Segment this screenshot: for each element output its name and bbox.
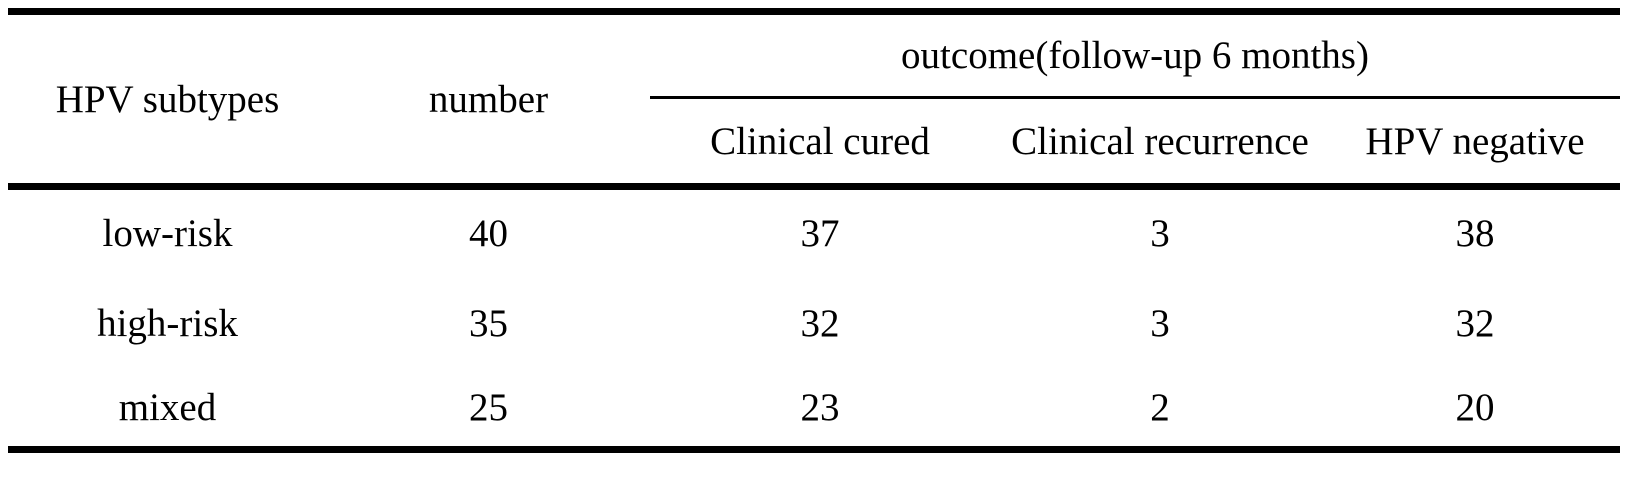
cell-hpv-negative-low-risk: 38 xyxy=(1455,212,1495,256)
cell-subtype-high-risk: high-risk xyxy=(97,302,238,345)
cell-clinical-cured-low-risk: 37 xyxy=(800,212,840,256)
col-header-clinical-recurrence: Clinical recurrence xyxy=(1011,119,1309,163)
cell-subtype-mixed: mixed xyxy=(118,386,217,430)
table-row-low-risk: low-risk 40 37 3 38 xyxy=(8,187,1620,278)
cell-number-low-risk: 40 xyxy=(469,212,508,256)
cell-clinical-recurrence-low-risk: 3 xyxy=(1150,212,1170,256)
cell-clinical-cured-mixed: 23 xyxy=(800,386,840,430)
table-body: low-risk 40 37 3 38 high-risk 35 32 3 32… xyxy=(8,187,1620,450)
cell-hpv-negative-mixed: 20 xyxy=(1455,386,1495,430)
col-header-number: number xyxy=(428,77,549,121)
cell-clinical-recurrence-high-risk: 3 xyxy=(1150,302,1170,345)
hpv-outcome-table: HPV subtypes number outcome(follow-up 6 … xyxy=(8,8,1621,453)
cell-number-high-risk: 35 xyxy=(469,302,508,345)
col-header-hpv-subtypes: HPV subtypes xyxy=(55,77,280,121)
table-row-high-risk: high-risk 35 32 3 32 xyxy=(8,278,1620,370)
table-row-mixed: mixed 25 23 2 20 xyxy=(8,370,1620,450)
col-header-hpv-negative: HPV negative xyxy=(1365,119,1585,163)
cell-number-mixed: 25 xyxy=(469,386,508,430)
header-row-top: HPV subtypes number outcome(follow-up 6 … xyxy=(8,11,1621,121)
cell-clinical-recurrence-mixed: 2 xyxy=(1150,386,1170,430)
group-header-outcome: outcome(follow-up 6 months) xyxy=(650,11,1621,99)
col-header-clinical-cured: Clinical cured xyxy=(710,119,930,163)
cell-subtype-low-risk: low-risk xyxy=(102,212,233,256)
table-header: HPV subtypes number outcome(follow-up 6 … xyxy=(8,11,1621,187)
cell-hpv-negative-high-risk: 32 xyxy=(1455,302,1495,345)
cell-clinical-cured-high-risk: 32 xyxy=(800,302,840,345)
header-row-sub: Clinical cured Clinical recurrence HPV n… xyxy=(8,98,1620,187)
